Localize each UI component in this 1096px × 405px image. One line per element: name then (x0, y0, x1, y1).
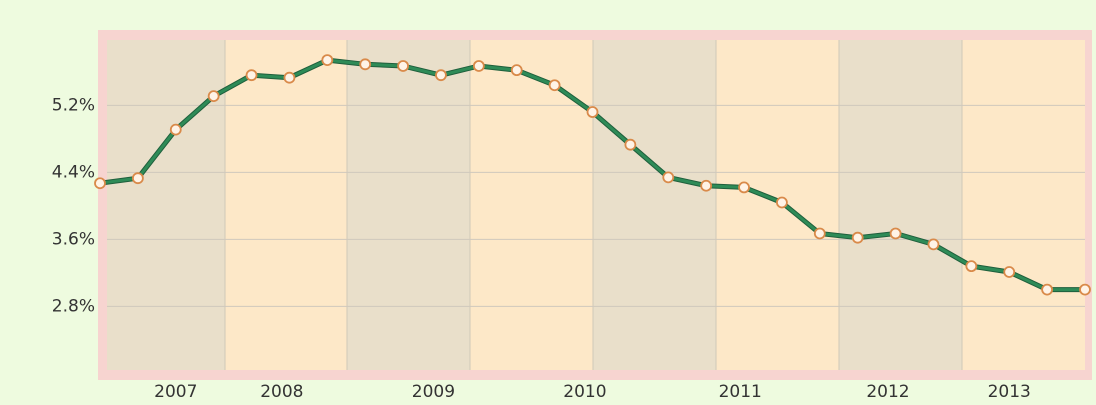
plot-band (347, 40, 470, 370)
data-point (776, 196, 788, 209)
data-point (700, 179, 713, 192)
data-point (624, 138, 637, 151)
data-point (586, 106, 599, 118)
x-tick-label: 2013 (988, 382, 1031, 402)
data-point (359, 58, 372, 71)
data-point (548, 79, 561, 92)
data-point (472, 60, 485, 72)
plot-band (839, 40, 962, 370)
y-tick-label: 4.4% (52, 162, 95, 182)
data-point (131, 172, 144, 185)
data-point (283, 71, 296, 84)
plot-band (107, 40, 225, 370)
data-point (245, 69, 258, 82)
y-tick-label: 3.6% (52, 229, 95, 249)
data-point (851, 231, 864, 244)
data-point (927, 238, 940, 251)
x-tick-label: 2008 (260, 382, 303, 402)
x-tick-label: 2007 (154, 382, 197, 402)
plot-band (593, 40, 716, 370)
data-point (1079, 283, 1091, 296)
data-point (813, 227, 826, 240)
data-point (1003, 266, 1016, 278)
plot-band (225, 40, 347, 370)
data-point (510, 64, 523, 77)
y-tick-label: 5.2% (52, 95, 95, 115)
data-point (321, 54, 334, 67)
y-tick-label: 2.8% (52, 296, 95, 316)
data-point (889, 227, 902, 240)
data-point (397, 60, 409, 72)
data-point (1041, 283, 1054, 296)
x-tick-label: 2011 (719, 382, 762, 402)
data-point (207, 90, 220, 103)
x-tick-label: 2012 (866, 382, 909, 402)
x-tick-label: 2010 (563, 382, 606, 402)
x-tick-label: 2009 (412, 382, 455, 402)
plot-bands (107, 40, 1085, 370)
plot-band (962, 40, 1085, 370)
data-point (662, 171, 675, 184)
plot-band (470, 40, 593, 370)
data-point (94, 177, 106, 190)
data-point (738, 181, 750, 194)
data-point (435, 69, 447, 82)
data-point (965, 260, 978, 273)
data-point (169, 123, 182, 136)
